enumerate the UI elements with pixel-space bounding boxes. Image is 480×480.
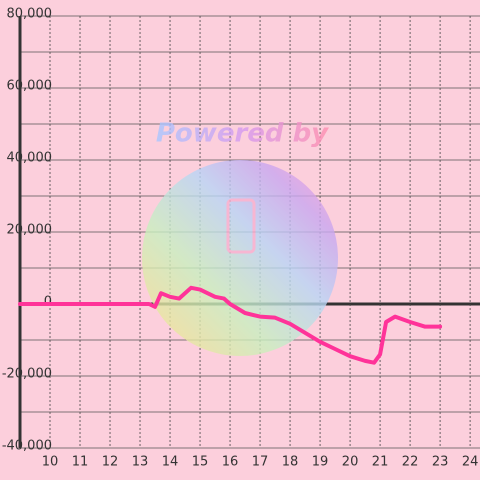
x-tick-label: 21 — [372, 455, 389, 470]
y-tick-label: -20,000 — [2, 367, 52, 382]
x-tick-label: 18 — [282, 455, 299, 470]
x-tick-label: 19 — [312, 455, 329, 470]
watermark-logo — [142, 160, 338, 356]
x-tick-label: 11 — [72, 455, 89, 470]
x-tick-label: 15 — [192, 455, 209, 470]
line — [18, 285, 443, 365]
watermark: Powered by — [142, 119, 338, 356]
x-tick-label: 20 — [342, 455, 359, 470]
x-tick-label: 13 — [132, 455, 149, 470]
y-tick-label: 20,000 — [7, 223, 53, 238]
y-tick-label: -40,000 — [2, 439, 52, 454]
x-tick-label: 24 — [462, 455, 479, 470]
x-tick-label: 14 — [162, 455, 179, 470]
x-tick-label: 23 — [432, 455, 449, 470]
watermark-icon — [226, 198, 256, 254]
x-tick-label: 10 — [42, 455, 59, 470]
watermark-text: Powered by — [156, 119, 329, 149]
y-tick-label: 80,000 — [7, 7, 53, 22]
x-tick-label: 12 — [102, 455, 119, 470]
y-tick-label: 40,000 — [7, 151, 53, 166]
y-tick-label: 60,000 — [7, 79, 53, 94]
x-tick-label: 16 — [222, 455, 239, 470]
x-tick-label: 17 — [252, 455, 269, 470]
x-tick-label: 22 — [402, 455, 419, 470]
